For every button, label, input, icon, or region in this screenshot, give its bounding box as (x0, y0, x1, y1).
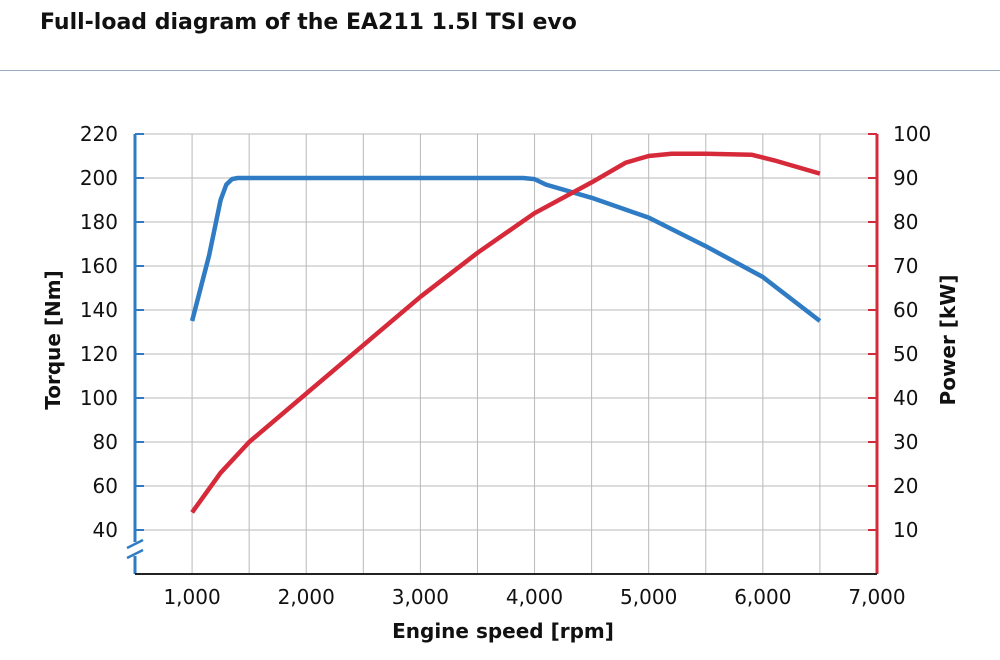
right-tick-label: 30 (893, 430, 918, 454)
right-tick-label: 60 (893, 298, 918, 322)
right-tick-label: 50 (893, 342, 918, 366)
tick-labels: 40 60 80 100 120 140 160 180 200 220 10 20 30 40 50 60 7… (80, 122, 931, 609)
left-tick-label: 180 (80, 210, 118, 234)
left-tick-label: 100 (80, 386, 118, 410)
x-tick-label: 1,000 (163, 585, 220, 609)
x-axis-label: Engine speed [rpm] (392, 619, 614, 643)
x-tick-label: 5,000 (620, 585, 677, 609)
left-tick-label: 120 (80, 342, 118, 366)
x-tick-label: 3,000 (392, 585, 449, 609)
left-tick-label: 160 (80, 254, 118, 278)
power-series-line (190, 151, 821, 514)
axes (126, 133, 879, 575)
left-tick-label: 200 (80, 166, 118, 190)
right-tick-label: 40 (893, 386, 918, 410)
right-axis-label: Power [kW] (936, 275, 960, 406)
x-tick-label: 4,000 (506, 585, 563, 609)
right-tick-label: 90 (893, 166, 918, 190)
chart-title: Full-load diagram of the EA211 1.5l TSI … (40, 10, 577, 35)
left-tick-label: 40 (93, 518, 118, 542)
title-divider (0, 70, 1000, 71)
right-tick-label: 10 (893, 518, 918, 542)
right-tick-label: 80 (893, 210, 918, 234)
axis-break-mark (126, 548, 144, 560)
left-tick-label: 80 (93, 430, 118, 454)
right-tick-label: 20 (893, 474, 918, 498)
x-tick-label: 6,000 (734, 585, 791, 609)
left-tick-label: 220 (80, 122, 118, 146)
right-tick-label: 70 (893, 254, 918, 278)
axis-break-mark (126, 538, 144, 550)
left-tick-label: 140 (80, 298, 118, 322)
series-lines (189, 151, 822, 514)
right-tick-label: 100 (893, 122, 931, 146)
grid (135, 133, 877, 574)
left-tick-label: 60 (93, 474, 118, 498)
x-tick-label: 7,000 (848, 585, 905, 609)
torque-series-line (189, 175, 822, 323)
x-tick-label: 2,000 (278, 585, 335, 609)
left-axis-label: Torque [Nm] (41, 270, 65, 410)
